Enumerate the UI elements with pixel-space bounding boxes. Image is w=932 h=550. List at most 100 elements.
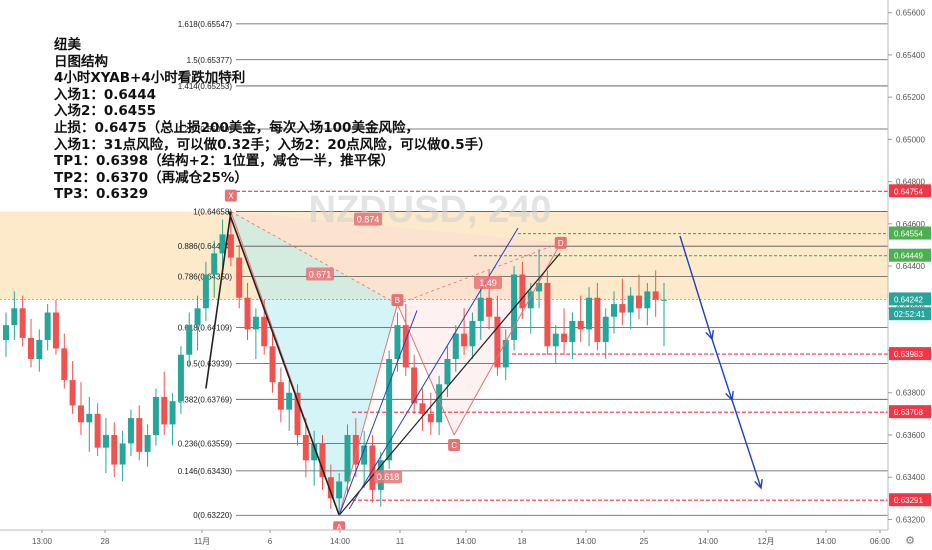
candle-body: [527, 291, 534, 309]
price-badge-text: 0.64242: [894, 295, 923, 304]
ratio-tag-text: 0.618: [377, 472, 400, 482]
time-tick-label: 11月: [194, 537, 210, 546]
settings-gear-icon[interactable]: ⚙: [905, 535, 915, 547]
candle-body: [52, 312, 59, 349]
pattern-ratio-tag: 1.49: [474, 275, 502, 289]
candle-body: [261, 316, 268, 347]
candle-body: [111, 434, 118, 465]
price-badge-bg: [889, 184, 931, 198]
candle-body: [286, 392, 293, 410]
candle-body: [627, 295, 634, 313]
fib-label: 0.382(0.63769): [178, 395, 233, 404]
fib-label: 0.236(0.63559): [178, 440, 233, 449]
candle-body: [536, 282, 543, 292]
candle-body: [3, 325, 9, 340]
candle-body: [594, 297, 601, 343]
time-axis-bg: [0, 530, 932, 550]
price-tick-label: 0.64400: [896, 262, 925, 271]
candle-body: [219, 234, 226, 254]
time-tick-label: 14:00: [456, 537, 477, 546]
ratio-tag-bg: [306, 267, 334, 281]
price-tick-label: 0.63800: [896, 389, 925, 398]
trend-line: [348, 227, 519, 510]
candle-body: [169, 401, 176, 425]
candle-body: [152, 396, 159, 435]
candle-body: [444, 358, 451, 385]
price-badge: 0.64242: [889, 292, 931, 306]
ratio-tag-text: 0.671: [309, 270, 332, 280]
pattern-point-b: B: [391, 294, 404, 307]
ratio-tag-text: 0.874: [357, 215, 380, 225]
pattern-triangle-xbd: [230, 211, 561, 305]
arrow-shaft: [711, 338, 733, 401]
price-badge-bg: [889, 405, 931, 419]
pattern-point-c: C: [448, 438, 461, 451]
candle-body: [19, 308, 26, 338]
price-badge-text: 0.64449: [894, 252, 923, 261]
candle-body: [136, 418, 143, 452]
price-badge: 0.64754: [889, 184, 931, 198]
candle-body: [194, 308, 201, 326]
pattern-diagonal: [397, 242, 561, 305]
price-badge: 0.64554: [889, 226, 931, 240]
candle-body: [94, 413, 101, 448]
price-badge-bg: [889, 493, 931, 507]
point-letter: X: [228, 192, 234, 201]
time-tick-label: 6: [268, 537, 273, 546]
candle-body: [11, 308, 18, 326]
candle-body: [461, 333, 468, 347]
price-badge: 02:52:41: [889, 307, 931, 321]
pattern-ratio-tag: 0.618: [374, 470, 402, 484]
point-letter: D: [558, 239, 564, 248]
point-letter: A: [336, 523, 342, 532]
price-badge-bg: [889, 292, 931, 306]
annotation-line: 纽美: [54, 37, 81, 53]
projection-arrow: [711, 338, 734, 402]
annotation-line: 入场1：31点风险，可以做0.32手；入场2：20点风险，可以做0.5手）: [54, 136, 492, 153]
point-marker: [391, 294, 404, 307]
price-tick-label: 0.65400: [896, 51, 925, 60]
point-marker: [448, 438, 461, 451]
price-tick-label: 0.63400: [896, 473, 925, 482]
pattern-leg: [338, 303, 398, 516]
symbol-watermark: NZDUSD, 240: [309, 189, 552, 231]
candle-body: [69, 380, 76, 406]
candle-body: [477, 297, 484, 321]
candle-body: [561, 333, 568, 343]
candle-body: [294, 392, 301, 435]
fib-label: 1(0.64658): [193, 208, 232, 217]
candlesticks: [3, 211, 667, 516]
annotation-line: 入场1：0.6444: [54, 86, 156, 103]
candle-body: [427, 413, 434, 423]
candle-body: [602, 316, 609, 343]
fib-label: 0.618(0.64109): [178, 324, 233, 333]
price-badge-bg: [889, 226, 931, 240]
candle-body: [419, 403, 426, 414]
price-badge: 0.63983: [889, 347, 931, 361]
time-axis[interactable]: 13:00 28 11月 6 14:00 11 14:00 18 14:00 25 14:00 12月…: [0, 529, 932, 550]
annotation-line: 止损：0.6475（总止损200美金，每次入场100美金风险，: [54, 119, 419, 136]
projection-arrow: [731, 399, 763, 490]
candle-body: [552, 333, 559, 347]
price-tick-label: 0.65600: [896, 9, 925, 18]
price-tick-label: 0.64800: [896, 178, 925, 187]
price-badge: 0.63291: [889, 493, 931, 507]
candle-body: [269, 346, 276, 383]
point-marker: [554, 236, 567, 249]
candle-body: [77, 405, 84, 423]
price-badge-bg: [889, 347, 931, 361]
fib-label: 1.414(0.65253): [178, 82, 233, 91]
arrow-shaft: [731, 399, 762, 489]
price-badge-bg: [889, 248, 931, 262]
candle-body: [319, 443, 326, 478]
price-tick-label: 0.65000: [896, 135, 925, 144]
projection-arrows: [679, 235, 763, 490]
candle-body: [486, 297, 493, 317]
price-badge: 0.64449: [889, 248, 931, 262]
candle-body: [394, 325, 401, 359]
arrow-shaft: [679, 235, 713, 340]
time-tick-label: 14:00: [816, 537, 837, 546]
candle-body: [369, 445, 376, 490]
price-axis[interactable]: 0.65600 0.65400 0.65200 0.65000 0.64800 0.646…: [887, 0, 932, 550]
